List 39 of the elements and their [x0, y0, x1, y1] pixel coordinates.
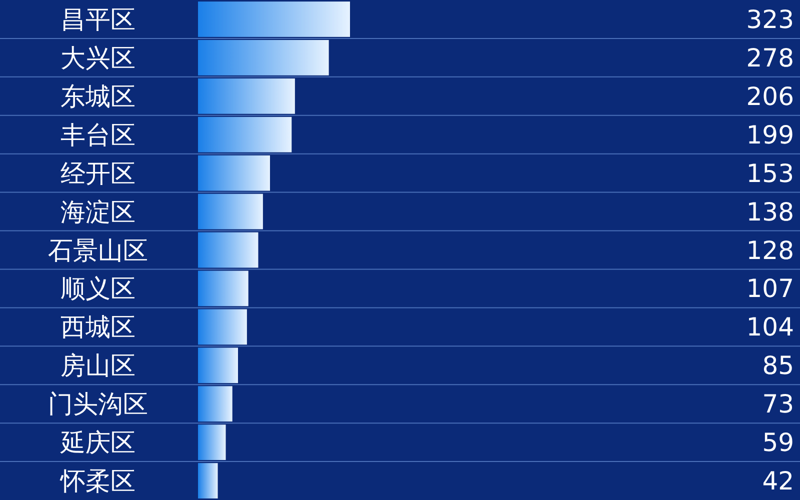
data-label: 206	[746, 82, 794, 111]
bar	[198, 386, 232, 422]
y-tick-label: 大兴区	[60, 43, 136, 72]
bar	[198, 116, 292, 152]
y-tick-label: 西城区	[60, 312, 136, 342]
bar	[198, 424, 226, 460]
data-label: 59	[762, 428, 794, 458]
y-tick-label: 昌平区	[60, 4, 136, 34]
bar	[198, 2, 350, 37]
y-tick-label: 门头沟区	[48, 390, 148, 419]
data-label: 128	[746, 236, 794, 265]
y-tick-label: 丰台区	[60, 120, 136, 150]
bar	[198, 309, 247, 345]
data-label: 73	[762, 390, 794, 419]
bar	[198, 463, 218, 498]
data-label: 104	[746, 312, 794, 342]
data-label: 199	[746, 120, 794, 150]
data-label: 85	[762, 351, 794, 380]
y-tick-label: 房山区	[60, 351, 136, 380]
bar	[198, 78, 295, 114]
y-tick-label: 经开区	[60, 158, 136, 188]
y-tick-label: 石景山区	[48, 236, 148, 265]
y-tick-label: 东城区	[60, 82, 136, 111]
data-label: 323	[746, 4, 794, 34]
data-label: 153	[746, 158, 794, 188]
data-label: 107	[746, 274, 794, 304]
y-tick-label: 延庆区	[60, 428, 136, 458]
y-tick-label: 海淀区	[60, 197, 136, 226]
bar	[198, 348, 238, 384]
data-label: 138	[746, 197, 794, 226]
y-tick-label: 顺义区	[60, 274, 136, 304]
bar	[198, 232, 258, 268]
bar	[198, 194, 263, 230]
y-tick-label: 怀柔区	[60, 466, 136, 496]
bar	[198, 40, 329, 76]
bar	[198, 270, 248, 306]
data-label: 278	[746, 43, 794, 72]
bar	[198, 155, 270, 191]
data-label: 42	[762, 466, 794, 496]
